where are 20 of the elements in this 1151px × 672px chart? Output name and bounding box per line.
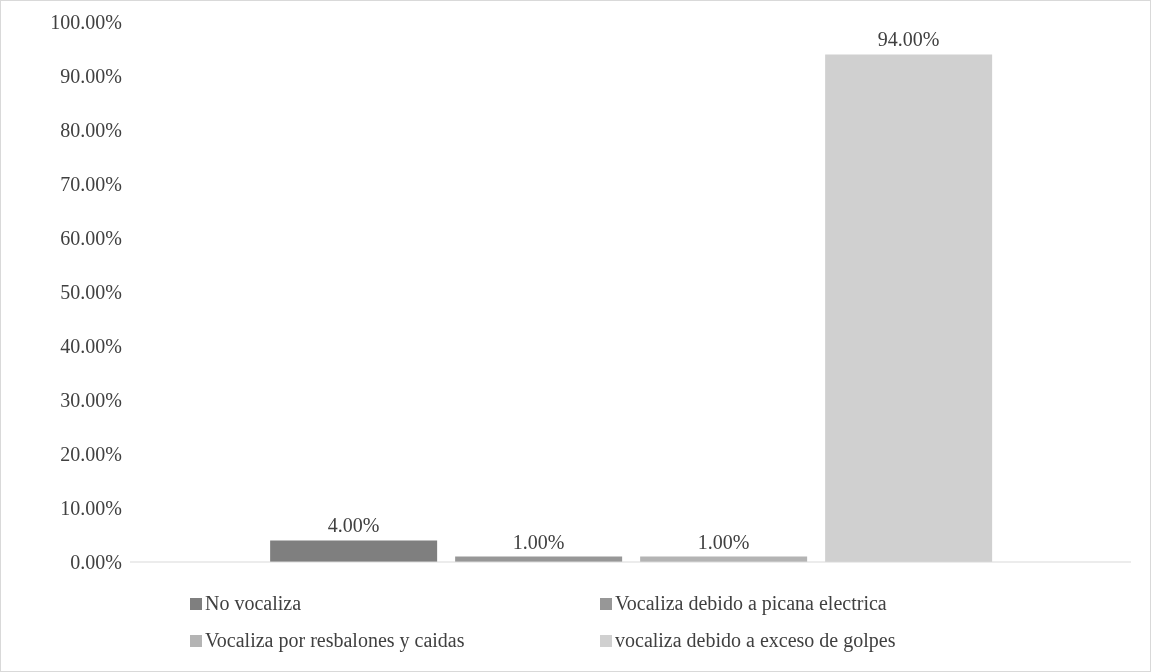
y-tick-label: 80.00% — [60, 119, 122, 142]
y-tick-label: 20.00% — [60, 443, 122, 466]
y-tick-label: 70.00% — [60, 173, 122, 196]
y-tick-label: 10.00% — [60, 497, 122, 520]
y-tick-label: 60.00% — [60, 227, 122, 250]
y-tick-label: 30.00% — [60, 389, 122, 412]
y-tick-label: 100.00% — [50, 11, 122, 34]
legend-label: No vocaliza — [205, 592, 302, 615]
data-label: 94.00% — [877, 28, 940, 51]
y-tick-label: 90.00% — [60, 65, 122, 88]
y-tick-label: 50.00% — [60, 281, 122, 304]
y-tick-label: 0.00% — [70, 551, 122, 574]
legend-label: vocaliza debido a exceso de golpes — [615, 629, 896, 652]
legend-label: Vocaliza debido a picana electrica — [615, 592, 887, 615]
legend-label: Vocaliza por resbalones y caidas — [205, 629, 465, 652]
y-tick-label: 40.00% — [60, 335, 122, 358]
data-label: 1.00% — [697, 530, 750, 553]
data-label: 1.00% — [512, 530, 565, 553]
data-label: 4.00% — [327, 514, 380, 537]
bar — [270, 540, 438, 562]
